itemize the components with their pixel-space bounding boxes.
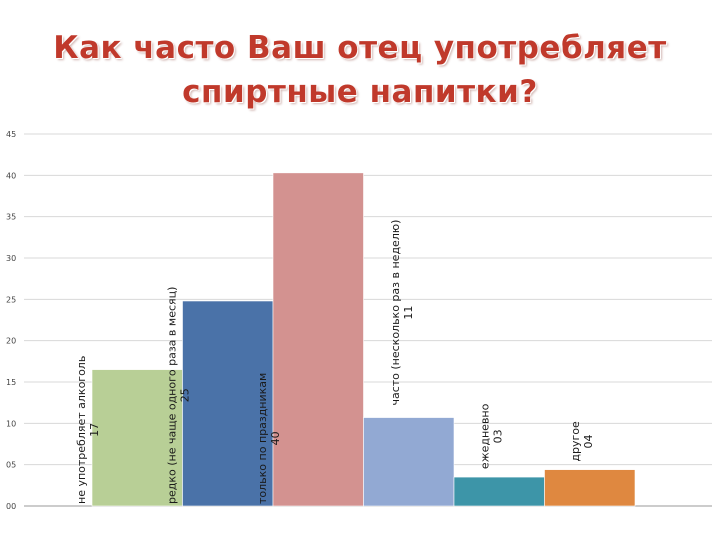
category-label: другое — [569, 421, 582, 462]
category-label: только по праздникам — [256, 373, 269, 504]
category-label: редко (не чаще одного раза в месяц) — [166, 287, 179, 504]
category-label: часто (несколько раз в неделю) — [389, 220, 402, 406]
y-tick-label: 30 — [6, 254, 16, 263]
bar-label-group: не употребляет алкоголь 17 — [75, 356, 101, 504]
bar — [363, 417, 455, 507]
y-tick-label: 10 — [6, 419, 16, 428]
bar-label-group: редко (не чаще одного раза в месяц) 25 — [166, 287, 192, 504]
y-tick-label: 15 — [6, 378, 16, 387]
value-label: 11 — [402, 306, 415, 320]
bars — [91, 172, 636, 507]
bar-label-group: часто (несколько раз в неделю) 11 — [389, 220, 415, 406]
y-axis-ticks: 00 05 10 15 20 25 30 35 40 45 — [6, 130, 16, 511]
bar — [91, 369, 183, 507]
value-label: 17 — [88, 423, 101, 437]
category-label: не употребляет алкоголь — [75, 356, 88, 504]
y-tick-label: 00 — [6, 502, 16, 511]
bar — [544, 469, 636, 507]
value-label: 40 — [269, 431, 282, 445]
bar-label-group: ежедневно 03 — [478, 403, 504, 469]
y-tick-label: 45 — [6, 130, 16, 139]
bar-label-group: другое 04 — [569, 421, 595, 462]
y-tick-label: 05 — [6, 461, 16, 470]
value-label: 25 — [179, 388, 192, 402]
y-tick-label: 40 — [6, 171, 16, 180]
bar — [182, 300, 274, 507]
value-label: 04 — [582, 434, 595, 448]
y-tick-label: 25 — [6, 295, 16, 304]
bar-label-group: только по праздникам 40 — [256, 373, 282, 504]
y-tick-label: 20 — [6, 337, 16, 346]
chart-title-line2: спиртные напитки? — [182, 74, 538, 110]
category-label: ежедневно — [478, 403, 491, 469]
bar — [453, 476, 545, 507]
chart-title-line1: Как часто Ваш отец употребляет — [53, 30, 667, 66]
bar — [272, 172, 364, 507]
chart-title: Как часто Ваш отец употребляет спиртные … — [0, 26, 720, 114]
y-tick-label: 35 — [6, 213, 16, 222]
bar-labels: не употребляет алкоголь 17 редко (не чаще … — [75, 220, 595, 504]
value-label: 03 — [491, 429, 504, 443]
